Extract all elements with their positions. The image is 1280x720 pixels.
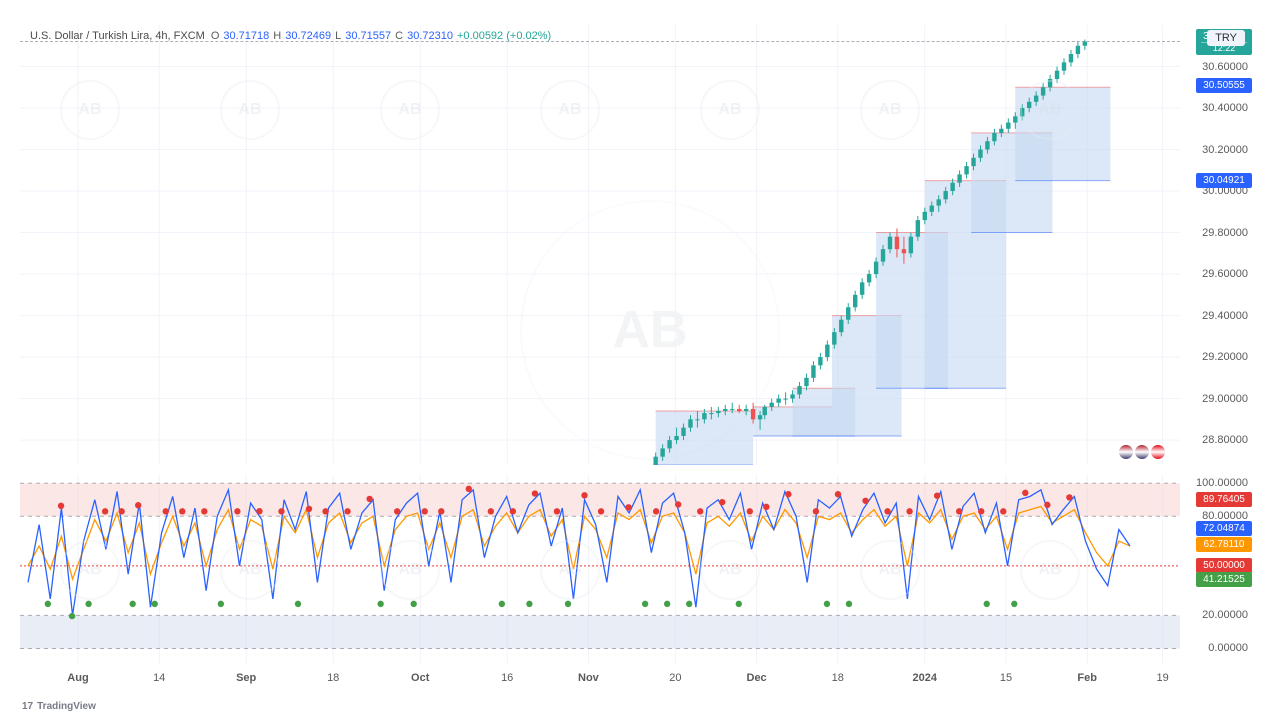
watermark-small: AB — [700, 540, 760, 600]
y-tick-label: 0.00000 — [1208, 642, 1248, 654]
y-tick-label: 29.20000 — [1202, 351, 1248, 363]
x-tick-label: 20 — [669, 672, 681, 684]
ohlc-h-value: 30.72469 — [285, 30, 331, 42]
chart-header: U.S. Dollar / Turkish Lira, 4h, FXCM O30… — [30, 30, 551, 42]
y-tick-label: 100.00000 — [1196, 477, 1248, 489]
x-tick-label: Dec — [747, 672, 767, 684]
ohlc-h-label: H — [273, 30, 281, 42]
y-tick-label: 30.20000 — [1202, 144, 1248, 156]
tv-logo-text: TradingView — [37, 701, 96, 712]
time-x-axis[interactable]: Aug 14 Sep 18 Oct 16 Nov 20 Dec 18 2024 15 Feb 19 — [20, 672, 1180, 690]
y-tick-label: 28.80000 — [1202, 434, 1248, 446]
y-tick-label: 20.00000 — [1202, 609, 1248, 621]
watermark-small: AB — [380, 80, 440, 140]
watermark-small: AB — [540, 540, 600, 600]
y-tick-label: 30.60000 — [1202, 61, 1248, 73]
x-tick-label: 16 — [501, 672, 513, 684]
y-tick-label: 29.40000 — [1202, 310, 1248, 322]
watermark-small: AB — [860, 540, 920, 600]
watermark-small: AB — [60, 540, 120, 600]
x-tick-label: Nov — [578, 672, 599, 684]
ohlc-o-value: 30.71718 — [223, 30, 269, 42]
ohlc-c-value: 30.72310 — [407, 30, 453, 42]
price-tag: 41.21525 — [1196, 572, 1252, 587]
watermark-small: AB — [540, 80, 600, 140]
price-tag: 62.78110 — [1196, 537, 1252, 552]
y-tick-label: 29.80000 — [1202, 227, 1248, 239]
tv-glyph-icon: 17 — [22, 701, 33, 712]
price-tag: 30.50555 — [1196, 78, 1252, 93]
event-flags[interactable] — [1119, 445, 1165, 459]
price-tag: 50.00000 — [1196, 558, 1252, 573]
x-tick-label: 19 — [1156, 672, 1168, 684]
tradingview-logo[interactable]: 17 TradingView — [22, 701, 96, 712]
x-tick-label: Oct — [411, 672, 429, 684]
y-tick-label: 29.00000 — [1202, 393, 1248, 405]
ohlc-l-value: 30.71557 — [345, 30, 391, 42]
x-tick-label: 18 — [832, 672, 844, 684]
watermark-small: AB — [220, 540, 280, 600]
flag-icon[interactable] — [1151, 445, 1165, 459]
chart-container: AB U.S. Dollar / Turkish Lira, 4h, FXCM … — [0, 0, 1280, 720]
y-tick-label: 30.40000 — [1202, 102, 1248, 114]
flag-icon[interactable] — [1119, 445, 1133, 459]
ohlc-o-label: O — [211, 30, 220, 42]
flag-icon[interactable] — [1135, 445, 1149, 459]
x-tick-label: 14 — [153, 672, 165, 684]
x-tick-label: Feb — [1077, 672, 1097, 684]
price-tag: 72.04874 — [1196, 521, 1252, 536]
watermark-small: AB — [1020, 540, 1080, 600]
watermark-small: AB — [380, 540, 440, 600]
watermark-small: AB — [220, 80, 280, 140]
x-tick-label: 18 — [327, 672, 339, 684]
price-tag: 30.04921 — [1196, 173, 1252, 188]
watermark-small: AB — [700, 80, 760, 140]
ohlc-change: +0.00592 (+0.02%) — [457, 30, 551, 42]
x-tick-label: 15 — [1000, 672, 1012, 684]
symbol-title[interactable]: U.S. Dollar / Turkish Lira, 4h, FXCM — [30, 30, 205, 42]
watermark-small: AB — [1020, 80, 1080, 140]
watermark-small: AB — [860, 80, 920, 140]
x-tick-label: Aug — [67, 672, 88, 684]
x-tick-label: Sep — [236, 672, 256, 684]
x-tick-label: 2024 — [913, 672, 937, 684]
ohlc-l-label: L — [335, 30, 341, 42]
price-tag: 89.76405 — [1196, 492, 1252, 507]
currency-badge[interactable]: TRY — [1207, 30, 1245, 46]
main-price-chart[interactable] — [20, 25, 1180, 465]
y-tick-label: 29.60000 — [1202, 268, 1248, 280]
stochastic-chart[interactable] — [20, 475, 1180, 665]
ohlc-c-label: C — [395, 30, 403, 42]
watermark-small: AB — [60, 80, 120, 140]
